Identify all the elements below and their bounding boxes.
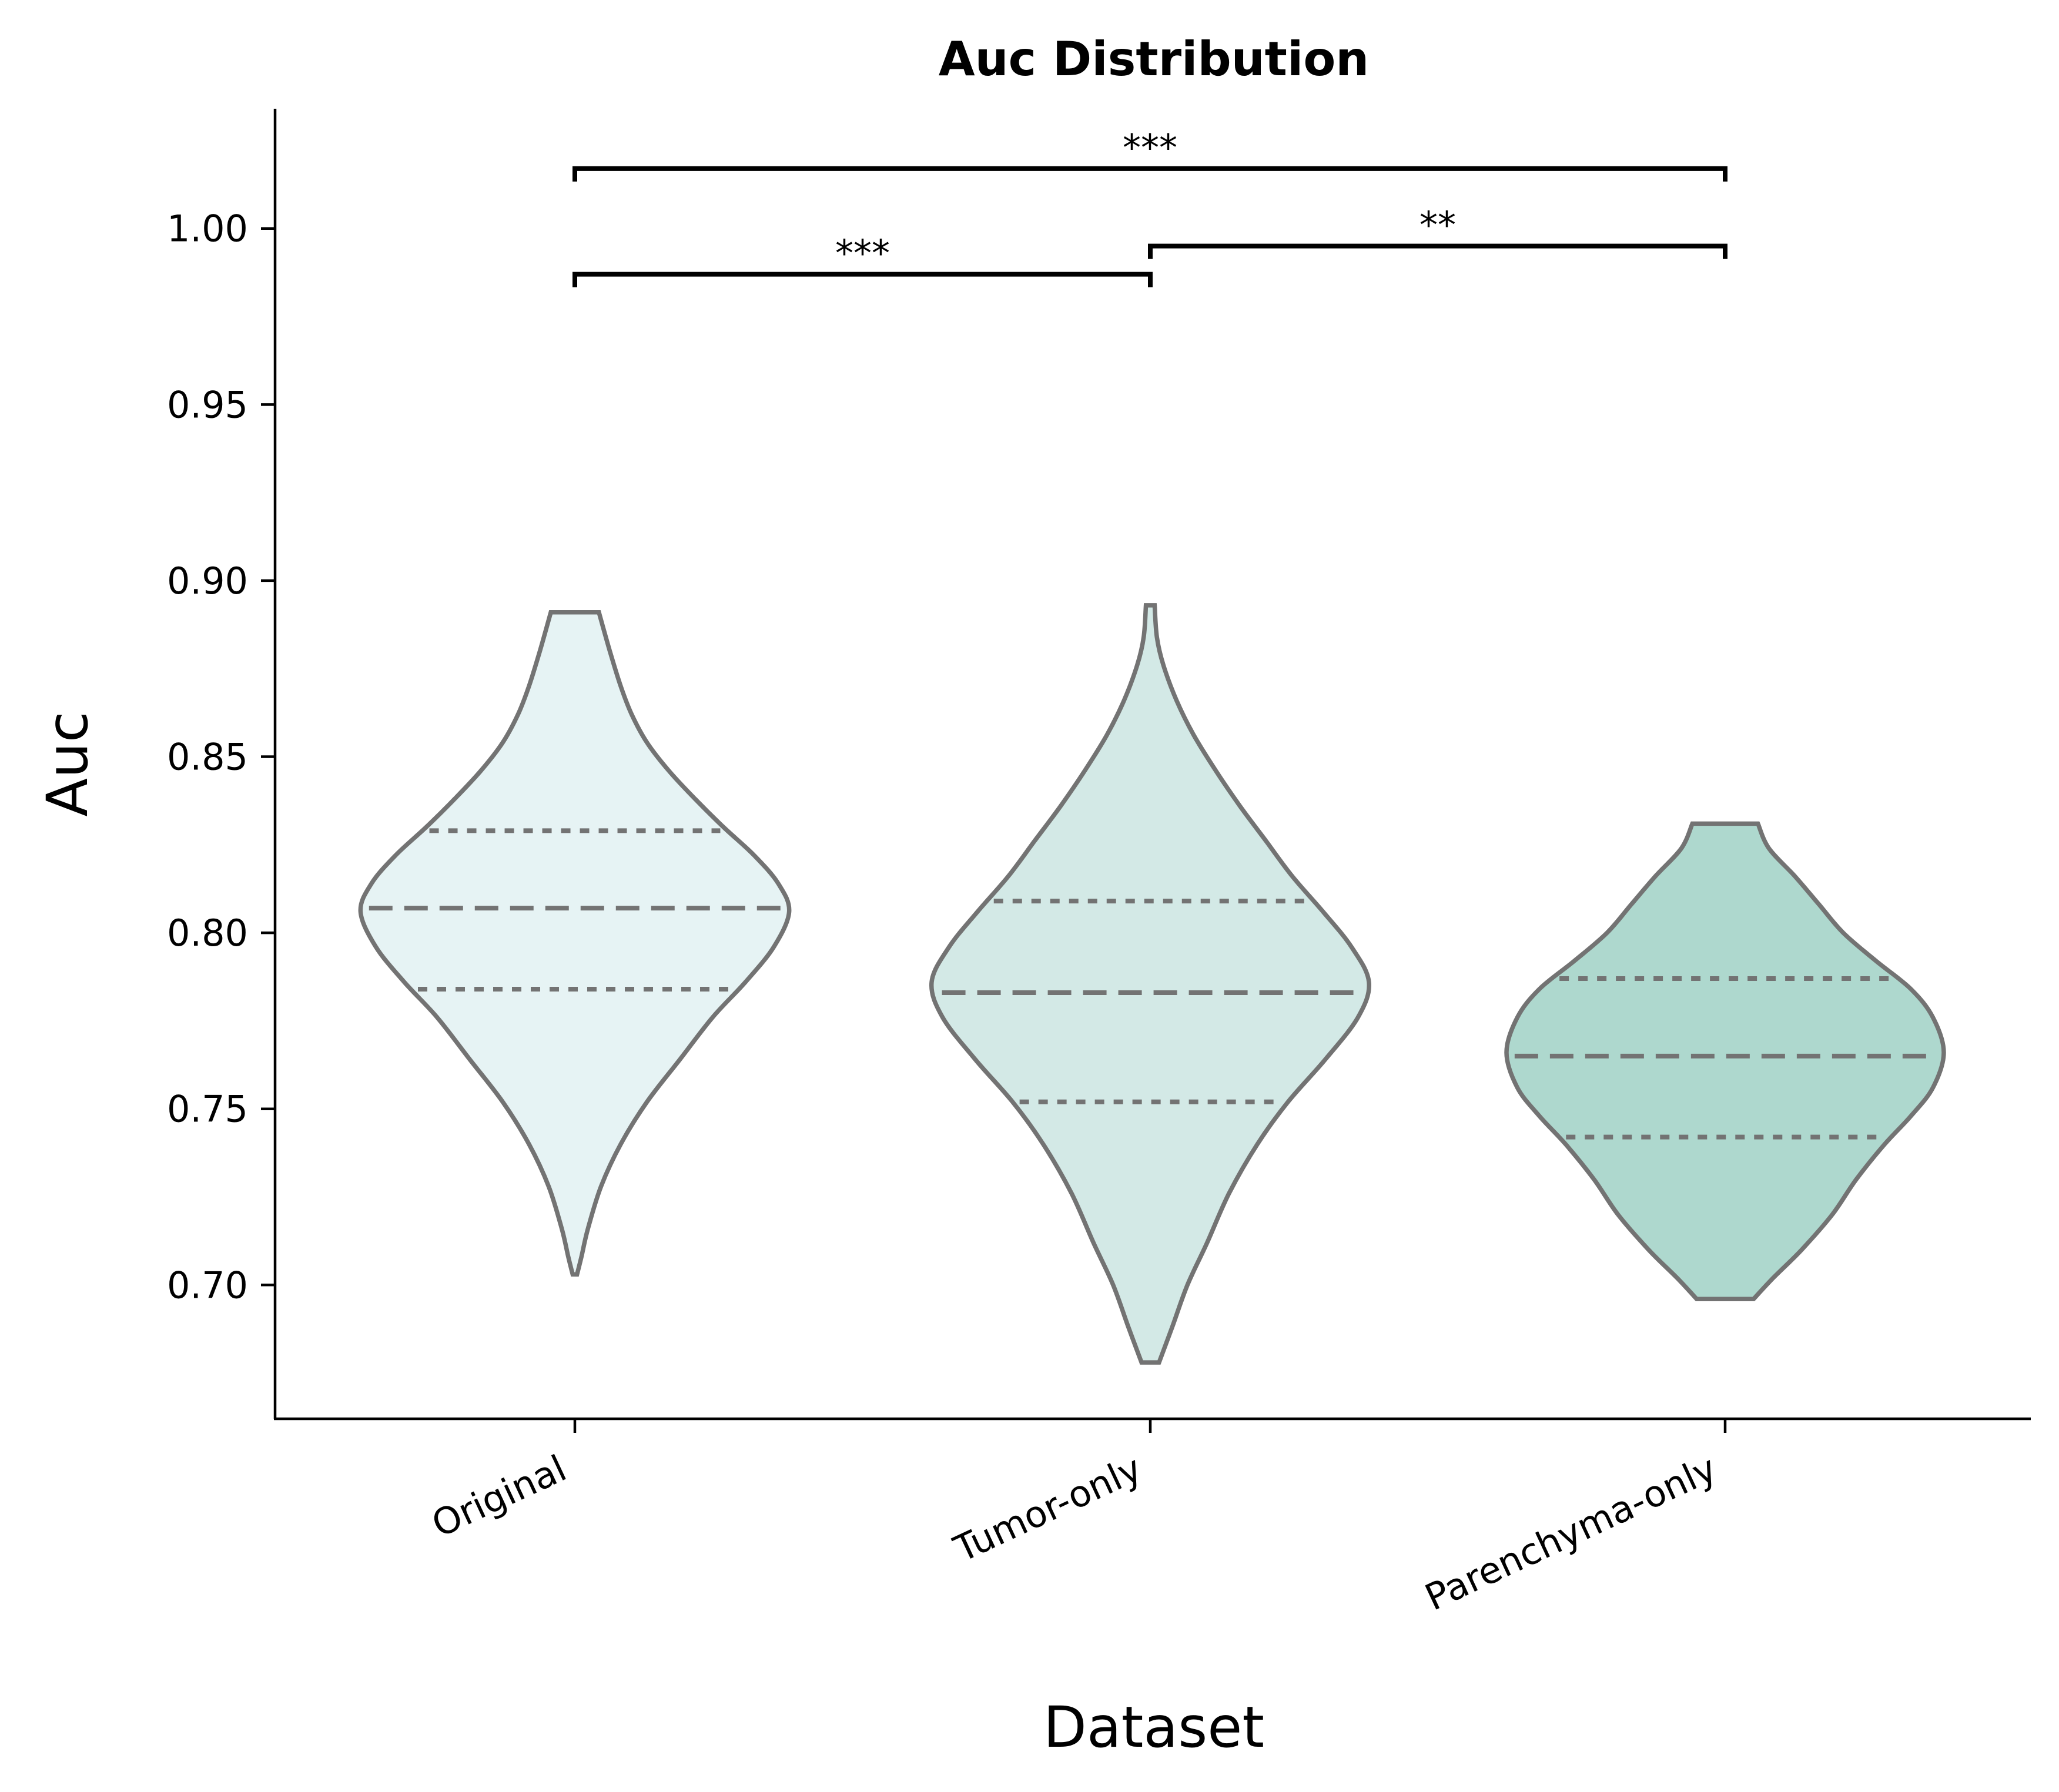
- y-tick-label-0-90: 0.90: [167, 560, 248, 602]
- y-tick-label-0-80: 0.80: [167, 912, 248, 954]
- x-tick-label-tumor-only: Tumor-only: [947, 1446, 1148, 1570]
- x-axis-label: Dataset: [1043, 1694, 1264, 1760]
- y-axis-ticks: 0.70 0.75 0.80 0.85 0.90 0.95 1.00: [167, 207, 275, 1307]
- x-tick-label-parenchyma-only: Parenchyma-only: [1419, 1446, 1723, 1619]
- significance-bracket-1: [572, 272, 1153, 287]
- violin-original: [358, 610, 792, 1277]
- violins-group: [358, 603, 1946, 1365]
- quartile-lines-group: [369, 828, 1936, 1140]
- y-tick-label-0-70: 0.70: [167, 1264, 248, 1307]
- y-tick-label-1-00: 1.00: [167, 207, 248, 250]
- violin-parenchyma-only: [1504, 821, 1946, 1302]
- significance-label-1: ***: [835, 232, 890, 275]
- violin-tumor-only: [929, 603, 1372, 1365]
- y-tick-label-0-75: 0.75: [167, 1088, 248, 1131]
- x-axis-ticks: Original Tumor-only Parenchyma-only: [426, 1419, 1727, 1619]
- significance-bracket-2: [1148, 243, 1727, 259]
- significance-label-3: ***: [1123, 126, 1177, 169]
- significance-bracket-3: [572, 166, 1727, 182]
- y-axis-label: Auc: [35, 711, 101, 816]
- significance-label-2: **: [1419, 204, 1456, 247]
- chart-title: Auc Distribution: [939, 32, 1370, 86]
- y-tick-label-0-85: 0.85: [167, 736, 248, 779]
- x-tick-label-original: Original: [426, 1446, 573, 1546]
- y-tick-label-0-95: 0.95: [167, 383, 248, 426]
- significance-brackets-group: ********: [572, 126, 1727, 287]
